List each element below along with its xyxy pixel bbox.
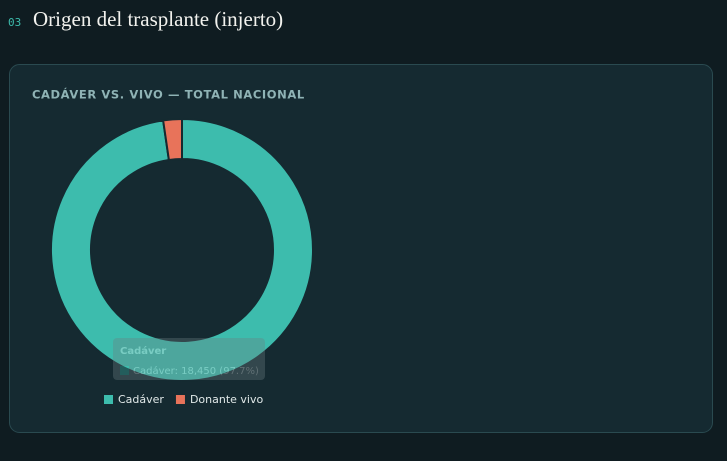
chart-title: CADÁVER VS. VIVO — TOTAL NACIONAL <box>32 87 305 102</box>
slice <box>50 117 314 382</box>
slice <box>162 117 183 162</box>
legend-swatch <box>175 395 185 404</box>
legend-label: Donante vivo <box>190 393 264 406</box>
tooltip: Cadáver Cadáver: 18,450 (97.7%) <box>113 338 265 380</box>
legend-swatch <box>104 395 113 404</box>
donut <box>50 117 314 382</box>
tooltip-swatch <box>120 366 129 375</box>
section-number: 03 <box>8 16 21 29</box>
legend-label: Cadáver <box>118 393 164 406</box>
legend: Cadáver Donante vivo <box>104 393 263 406</box>
section-title: Origen del trasplante (injerto) <box>33 7 283 31</box>
tooltip-text: Cadáver: 18,450 (97.7%) <box>133 365 259 377</box>
tooltip-title: Cadáver <box>120 345 166 357</box>
tooltip-box <box>113 338 265 380</box>
